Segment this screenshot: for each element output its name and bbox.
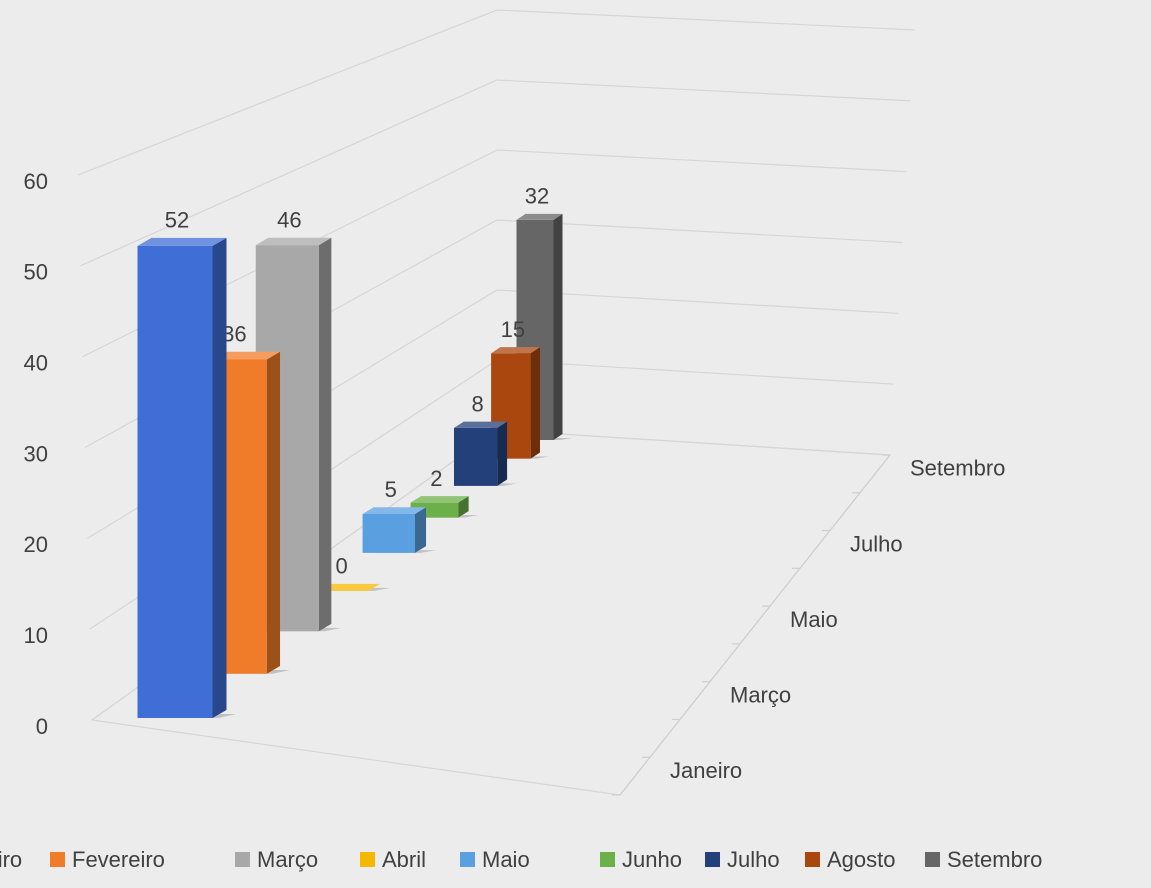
bar-top: [362, 507, 427, 515]
legend-swatch: [360, 852, 375, 867]
y-tick-label: 30: [24, 441, 48, 466]
legend-swatch: [460, 852, 475, 867]
data-label: 2: [430, 466, 442, 491]
depth-tick-label: Maio: [790, 607, 838, 632]
legend-label: Maio: [482, 847, 530, 872]
bar-side: [318, 237, 332, 632]
y-tick-label: 0: [36, 714, 48, 739]
y-tick-label: 10: [24, 623, 48, 648]
legend-label: Fevereiro: [72, 847, 165, 872]
legend-swatch: [925, 852, 940, 867]
bar: [410, 496, 479, 518]
bar-front: [362, 514, 416, 553]
bar-top: [491, 347, 540, 354]
bar-side: [553, 213, 563, 440]
bar-front: [137, 245, 213, 718]
data-label: 0: [335, 554, 347, 579]
depth-tick-label: Setembro: [910, 456, 1005, 481]
depth-tick-label: Julho: [850, 531, 903, 556]
depth-tick-label: Janeiro: [670, 758, 742, 783]
bar-side: [212, 237, 227, 718]
legend-swatch: [50, 852, 65, 867]
y-tick-label: 50: [24, 260, 48, 285]
legend-label: Junho: [622, 847, 682, 872]
legend-swatch: [705, 852, 720, 867]
data-label: 46: [277, 208, 301, 233]
y-tick-label: 60: [24, 169, 48, 194]
legend-label: Março: [257, 847, 318, 872]
legend-label: Abril: [382, 847, 426, 872]
legend-swatch: [600, 852, 615, 867]
data-label: 5: [385, 477, 397, 502]
bar: [362, 507, 437, 553]
y-tick-label: 20: [24, 532, 48, 557]
bar-front: [453, 427, 498, 486]
legend-label: Agosto: [827, 847, 896, 872]
depth-tick-label: Março: [730, 682, 791, 707]
legend-label: Julho: [727, 847, 780, 872]
bar-top: [137, 237, 227, 246]
legend-label: Janeiro: [0, 847, 22, 872]
bar-side: [497, 421, 508, 486]
bar-side: [458, 496, 469, 518]
bar-side: [266, 351, 281, 674]
bar-side: [530, 347, 540, 459]
legend-swatch: [805, 852, 820, 867]
depth-axis: [619, 454, 891, 796]
bar-top: [516, 213, 563, 220]
bar-top: [453, 421, 508, 428]
y-tick-label: 40: [24, 350, 48, 375]
legend-label: Setembro: [947, 847, 1042, 872]
bar-side: [415, 507, 427, 553]
bar-top: [255, 237, 332, 246]
data-label: 32: [525, 184, 549, 209]
bar: [453, 421, 518, 486]
grid-line: [80, 79, 911, 267]
data-label: 15: [501, 317, 525, 342]
bar-top: [410, 496, 469, 503]
data-label: 52: [165, 208, 189, 233]
bar: [137, 237, 237, 718]
legend-swatch: [235, 852, 250, 867]
grid-line: [77, 9, 916, 176]
data-label: 8: [471, 391, 483, 416]
